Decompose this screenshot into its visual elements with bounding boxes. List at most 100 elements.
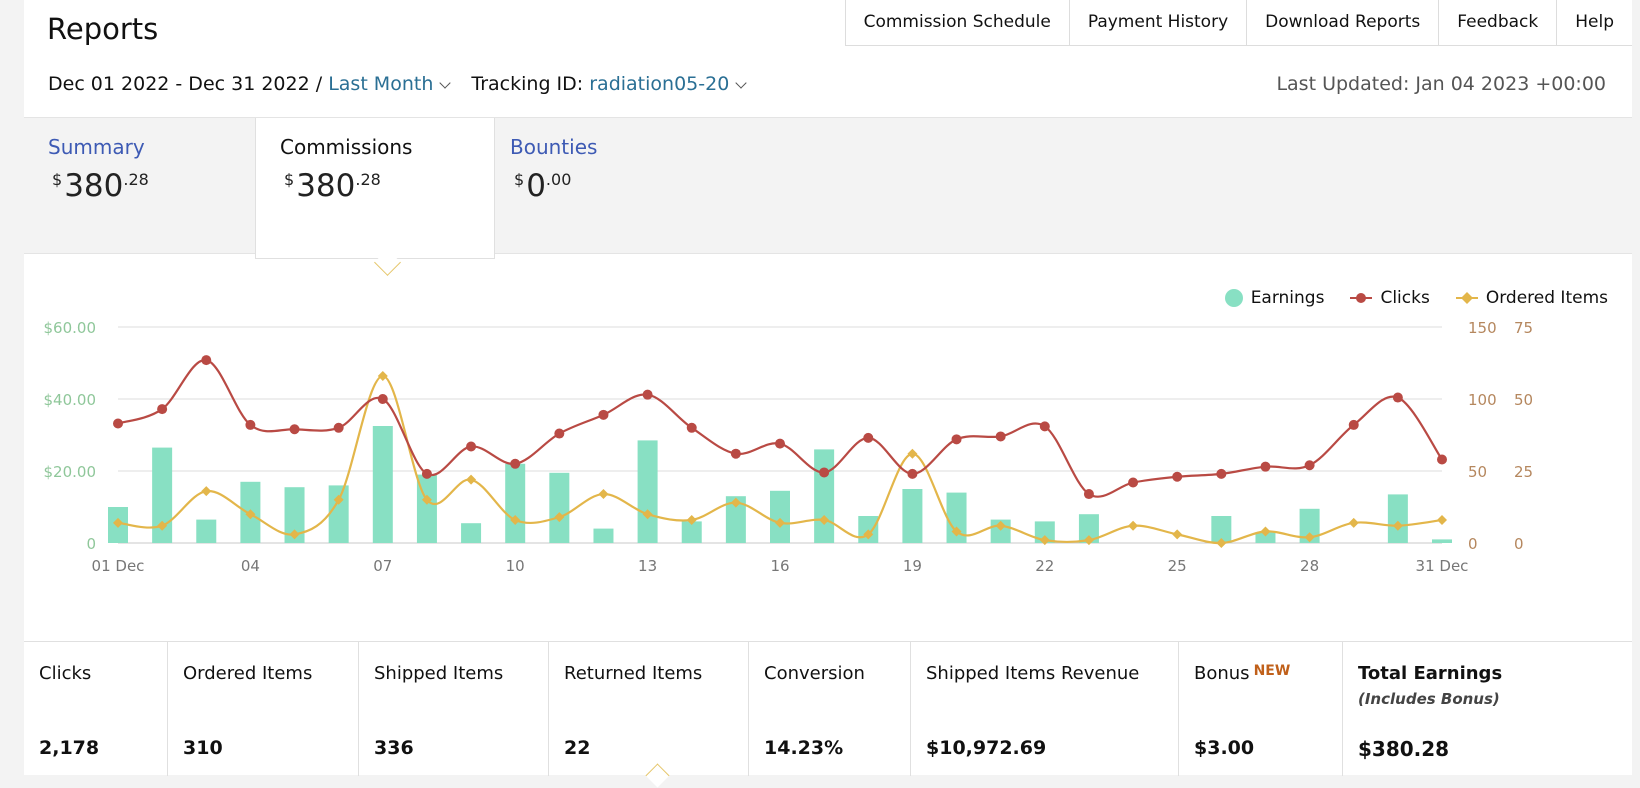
earnings-bar (1078, 514, 1099, 543)
clicks-point (421, 468, 432, 479)
clicks-point (554, 428, 565, 439)
ordered-items-point (1172, 529, 1183, 540)
stat-conversion: Conversion 14.23% (749, 642, 911, 776)
earnings-bar (593, 528, 614, 543)
report-filters: Dec 01 2022 - Dec 31 2022 / Last Month T… (48, 73, 755, 95)
metric-tabs: Summary $380.28 Commissions $380.28 Boun… (24, 117, 1632, 259)
ordered-items-point (421, 494, 432, 505)
tab-commission-schedule[interactable]: Commission Schedule (846, 0, 1070, 45)
tab-commissions-label: Commissions (280, 135, 413, 159)
clicks-point (157, 404, 168, 415)
x-tick-label: 07 (373, 557, 392, 575)
clicks-point (951, 434, 962, 445)
stat-label: Clicks (39, 663, 92, 684)
clicks-point (1172, 471, 1183, 482)
clicks-point (1260, 461, 1271, 472)
earnings-bar (725, 496, 746, 543)
tab-summary-label[interactable]: Summary (48, 135, 145, 159)
chevron-down-icon[interactable] (439, 77, 452, 89)
clicks-point (730, 448, 741, 459)
page-title: Reports (47, 12, 159, 46)
total-earnings-sublabel: (Includes Bonus) (1358, 690, 1500, 708)
tab-help[interactable]: Help (1575, 12, 1614, 32)
ordered-items-point (730, 497, 741, 508)
tab-bounties-label[interactable]: Bounties (510, 135, 598, 159)
ordered-items-point (686, 514, 697, 525)
ordered-items-point (113, 517, 123, 528)
ordered-items-point (1392, 520, 1403, 531)
clicks-point (245, 419, 256, 430)
y-left-tick-label: $40.00 (44, 391, 97, 409)
clicks-point (510, 458, 521, 469)
clicks-point (598, 409, 609, 420)
ordered-items-point (951, 526, 962, 537)
ordered-items-point (510, 514, 521, 525)
y-right-clicks-tick-label: 100 (1468, 391, 1497, 409)
clicks-line-icon (1350, 293, 1373, 303)
y-right-items-tick-label: 25 (1514, 463, 1533, 481)
tab-commissions-amount: $380.28 (284, 168, 381, 204)
stat-label: Returned Items (564, 663, 703, 684)
ordered-items-point (157, 520, 168, 531)
earnings-bar (1432, 539, 1452, 543)
y-right-clicks-tick-label: 150 (1468, 319, 1497, 337)
returned-items-caret (645, 763, 670, 788)
clicks-point (377, 394, 388, 404)
ordered-items-point (1039, 535, 1050, 546)
earnings-bar (196, 519, 217, 543)
bonus-label: Bonus (1194, 663, 1250, 684)
ordered-items-point (1304, 532, 1315, 543)
currency-symbol: $ (52, 170, 63, 189)
earnings-bar (946, 492, 967, 543)
clicks-point (1216, 468, 1227, 479)
earnings-bar (152, 447, 173, 543)
ordered-items-point (554, 512, 565, 523)
earnings-dot-icon (1224, 289, 1243, 307)
y-right-items-tick-label: 50 (1514, 391, 1533, 409)
tab-download-reports[interactable]: Download Reports (1247, 0, 1440, 45)
legend-ordered-items-label: Ordered Items (1485, 288, 1608, 308)
stat-label: Shipped Items Revenue (926, 663, 1140, 684)
tab-summary[interactable]: Summary $380.28 (24, 118, 262, 253)
clicks-point (1437, 454, 1447, 465)
chart-legend: Earnings Clicks Ordered Items (1224, 288, 1608, 308)
tracking-label: Tracking ID: (471, 73, 584, 95)
clicks-point (686, 422, 697, 433)
x-tick-label: 25 (1168, 557, 1187, 575)
tab-payment-history[interactable]: Payment History (1070, 0, 1248, 45)
legend-clicks-label: Clicks (1380, 288, 1430, 308)
ordered-items-point (1128, 520, 1139, 531)
stat-value: 310 (183, 737, 223, 759)
legend-ordered-items[interactable]: Ordered Items (1455, 288, 1608, 308)
tab-bounties[interactable]: Bounties $0.00 (486, 118, 724, 253)
stat-label: Ordered Items (183, 663, 313, 684)
stat-total-earnings: Total Earnings (Includes Bonus) $380.28 (1343, 642, 1632, 776)
clicks-point (1039, 421, 1050, 432)
clicks-point (201, 355, 212, 366)
ordered-items-point (1083, 535, 1094, 546)
ordered-items-point (598, 489, 609, 500)
earnings-bar (505, 463, 526, 543)
ordered-items-point (1260, 526, 1271, 537)
currency-symbol: $ (284, 170, 295, 189)
clicks-point (1348, 419, 1359, 430)
amount-fraction: .28 (355, 170, 381, 189)
legend-clicks[interactable]: Clicks (1350, 288, 1430, 308)
stat-value: 22 (564, 737, 591, 759)
clicks-point (333, 422, 344, 433)
clicks-point (819, 467, 830, 478)
period-dropdown[interactable]: Last Month (328, 73, 434, 95)
stat-value: 2,178 (39, 737, 100, 759)
top-nav: Commission Schedule Payment History Down… (844, 0, 1632, 46)
tab-feedback[interactable]: Feedback (1439, 0, 1558, 45)
ordered-items-point (1216, 538, 1227, 548)
stat-value: 336 (374, 737, 414, 759)
legend-earnings[interactable]: Earnings (1224, 288, 1324, 308)
y-left-tick-label: $20.00 (44, 463, 97, 481)
stat-label: Conversion (764, 663, 865, 684)
tracking-id-dropdown[interactable]: radiation05-20 (589, 73, 730, 95)
tab-commissions[interactable]: Commissions $380.28 (255, 118, 495, 259)
y-left-tick-label: 0 (86, 535, 96, 553)
chevron-down-icon[interactable] (735, 77, 747, 89)
clicks-line (117, 359, 1443, 498)
